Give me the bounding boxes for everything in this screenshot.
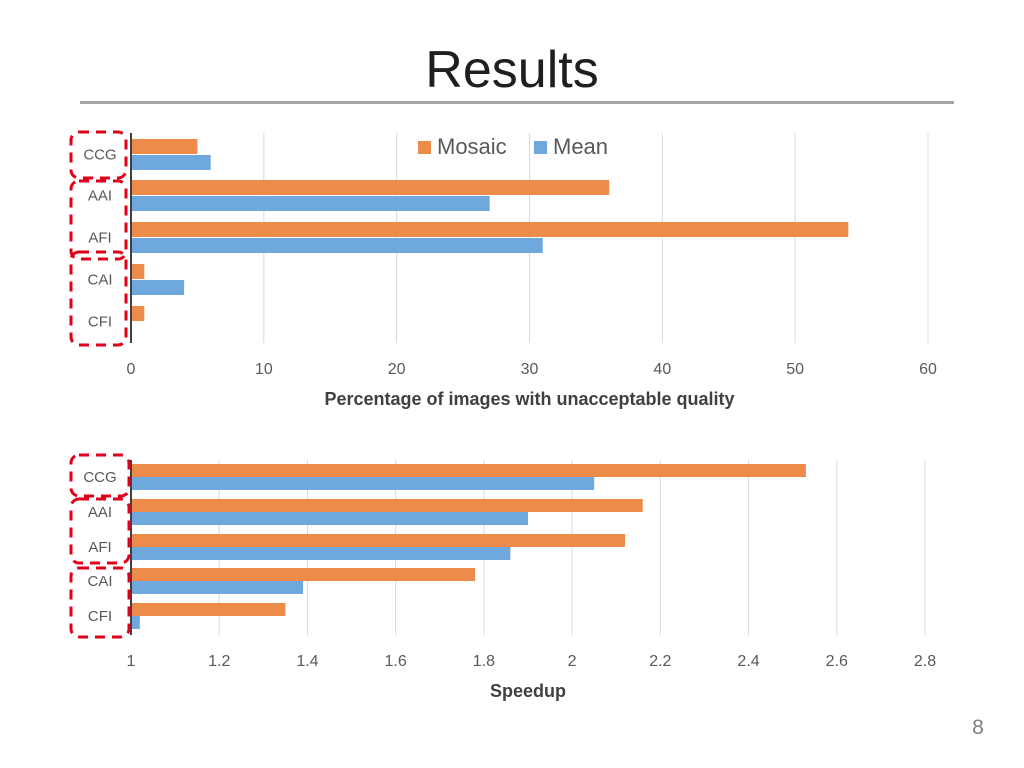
chart2-bar-mosaic-ccg bbox=[131, 464, 806, 477]
chart2-tick-label: 1.4 bbox=[296, 653, 318, 670]
chart1-tick-label: 0 bbox=[127, 361, 136, 378]
chart2-category-label: AFI bbox=[88, 539, 111, 556]
chart2-category-label: CCG bbox=[83, 469, 116, 486]
chart2-bar-mosaic-aai bbox=[131, 499, 643, 512]
chart2-bar-mosaic-afi bbox=[131, 534, 626, 547]
chart2-highlight-box-2 bbox=[69, 497, 131, 565]
chart2-bar-mean-aai bbox=[131, 512, 528, 525]
chart2-highlight-box-1 bbox=[69, 453, 131, 498]
chart1-category-label: CCG bbox=[83, 147, 116, 164]
chart1-highlight-box-2 bbox=[69, 179, 128, 261]
chart2-bar-mean-ccg bbox=[131, 477, 595, 490]
slide-title: Results bbox=[425, 41, 599, 99]
chart1-bar-mosaic-cfi bbox=[131, 306, 145, 321]
chart2-tick-label: 2.2 bbox=[649, 653, 671, 670]
chart2-bar-mosaic-cai bbox=[131, 568, 476, 581]
chart1-tick-label: 60 bbox=[919, 361, 937, 378]
chart1-legend-swatch-mosaic bbox=[418, 141, 431, 154]
chart1-bar-mosaic-aai bbox=[131, 180, 610, 195]
chart1-highlight-box-1 bbox=[69, 130, 128, 180]
chart1-bar-mosaic-cai bbox=[131, 264, 145, 279]
chart2-highlight-box-3 bbox=[69, 566, 131, 639]
chart1-bar-mosaic-afi bbox=[131, 222, 849, 237]
chart1-x-axis-label: Percentage of images with unacceptable q… bbox=[324, 389, 734, 409]
chart2-tick-label: 2 bbox=[568, 653, 577, 670]
chart1-bar-mean-cai bbox=[131, 280, 185, 295]
chart2-category-label: CFI bbox=[88, 608, 112, 625]
chart1-tick-label: 20 bbox=[388, 361, 406, 378]
chart1-category-label: AAI bbox=[88, 188, 112, 205]
chart1-bar-mean-ccg bbox=[131, 155, 211, 170]
chart2-category-label: CAI bbox=[87, 573, 112, 590]
chart2-category-label: AAI bbox=[88, 504, 112, 521]
chart1-bar-mean-aai bbox=[131, 196, 490, 211]
chart2-bar-mean-cai bbox=[131, 581, 304, 594]
chart2-tick-label: 1.8 bbox=[473, 653, 495, 670]
chart1-bar-mean-afi bbox=[131, 238, 543, 253]
chart1-legend-label-mosaic: Mosaic bbox=[437, 134, 507, 159]
chart1-tick-label: 50 bbox=[786, 361, 804, 378]
title-divider bbox=[80, 101, 954, 104]
chart1-category-label: CAI bbox=[87, 272, 112, 289]
chart1-tick-label: 10 bbox=[255, 361, 273, 378]
chart1-category-label: CFI bbox=[88, 314, 112, 331]
chart2-tick-label: 2.6 bbox=[826, 653, 848, 670]
chart2-tick-label: 2.8 bbox=[914, 653, 936, 670]
chart1-legend-label-mean: Mean bbox=[553, 134, 608, 159]
chart2-bar-mosaic-cfi bbox=[131, 603, 286, 616]
chart2-bar-mean-cfi bbox=[131, 616, 140, 629]
chart1-tick-label: 30 bbox=[521, 361, 539, 378]
chart1-category-label: AFI bbox=[88, 230, 111, 247]
chart2-tick-label: 1.2 bbox=[208, 653, 230, 670]
chart2-tick-label: 1 bbox=[127, 653, 136, 670]
page-number: 8 bbox=[972, 716, 984, 739]
chart1-tick-label: 40 bbox=[653, 361, 671, 378]
chart1-highlight-box-3 bbox=[69, 250, 128, 347]
chart2-x-axis-label: Speedup bbox=[490, 681, 566, 701]
chart1-legend-swatch-mean bbox=[534, 141, 547, 154]
chart1-bar-mosaic-ccg bbox=[131, 139, 198, 154]
chart2-bar-mean-afi bbox=[131, 547, 511, 560]
chart2-tick-label: 2.4 bbox=[737, 653, 759, 670]
chart2-tick-label: 1.6 bbox=[385, 653, 407, 670]
